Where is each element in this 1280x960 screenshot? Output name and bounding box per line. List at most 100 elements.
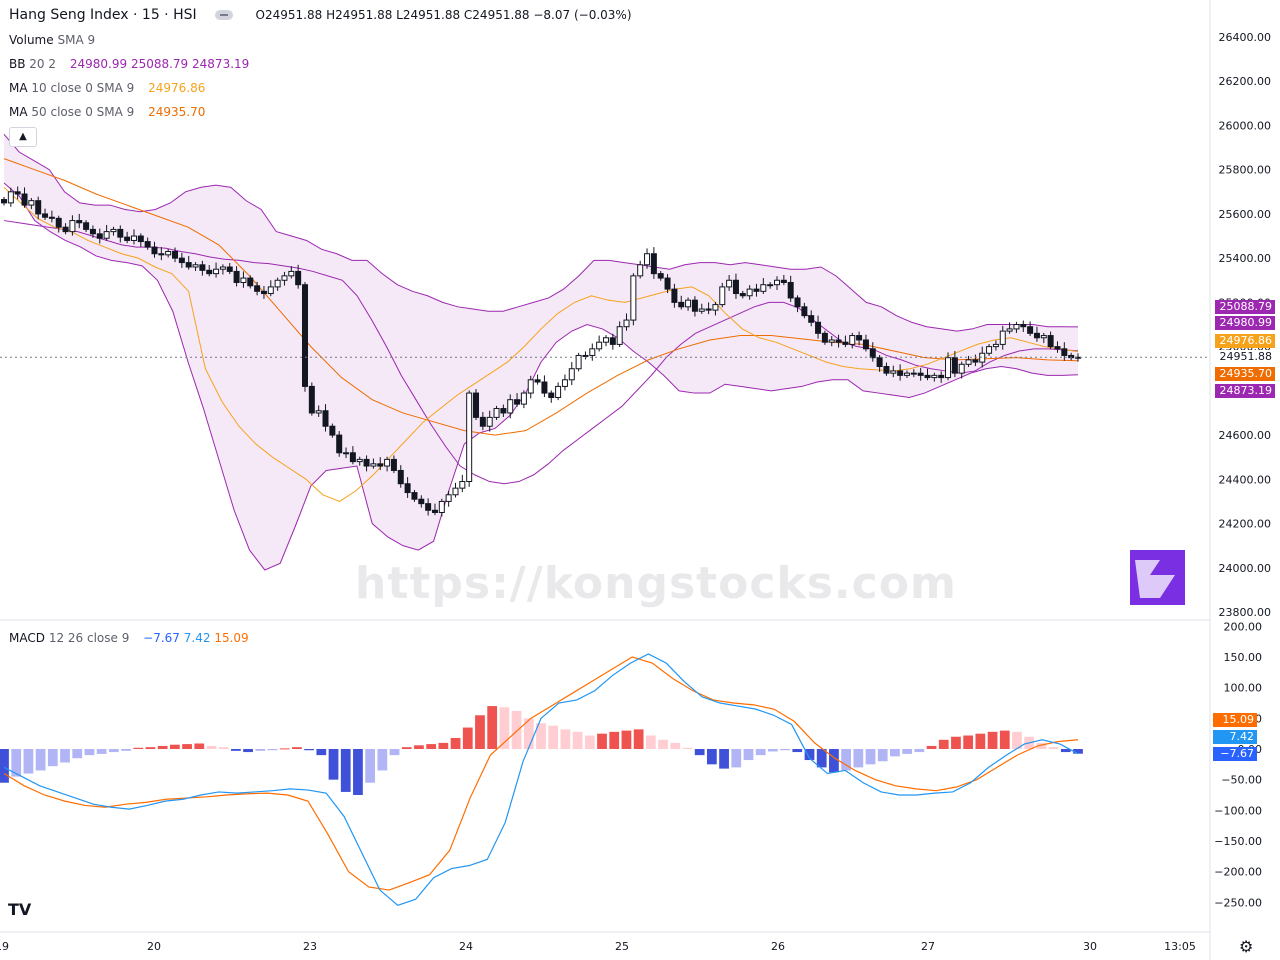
- market-status-icon[interactable]: [215, 10, 234, 20]
- candle-body: [951, 357, 958, 374]
- candle-body: [151, 246, 158, 255]
- candle-body: [965, 359, 972, 365]
- candle-body: [541, 381, 548, 394]
- macd-histogram-bar: [389, 749, 400, 756]
- candle-body: [575, 354, 582, 370]
- candle-body: [945, 357, 952, 379]
- time-tick-label: 20: [147, 940, 161, 953]
- macd-histogram-bar: [633, 729, 644, 749]
- candle-body: [76, 220, 83, 224]
- macd-histogram-bar: [841, 749, 851, 771]
- macd-histogram-bar: [23, 749, 34, 774]
- bb-band-fill: [4, 134, 1078, 570]
- macd-histogram-bar: [816, 749, 827, 768]
- macd-histogram-bar: [35, 749, 46, 771]
- macd-histogram-bar: [890, 749, 900, 757]
- candle-body: [137, 235, 144, 243]
- candle-body: [869, 348, 876, 359]
- tradingview-logo[interactable]: TV: [8, 900, 32, 919]
- candle-body: [507, 399, 514, 414]
- legend-ma10[interactable]: MA 10 close 0 SMA 9 24976.86: [9, 81, 206, 95]
- macd-histogram-bar: [511, 710, 522, 749]
- candle-body: [657, 273, 664, 279]
- macd-histogram-bar: [768, 749, 778, 752]
- macd-histogram-bar: [243, 749, 253, 753]
- macd-histogram-bar: [780, 749, 790, 751]
- macd-histogram-bar: [475, 715, 485, 749]
- macd-histogram-bar: [401, 747, 412, 749]
- candle-body: [178, 257, 185, 264]
- macd-histogram-bar: [1060, 749, 1071, 753]
- symbol-title[interactable]: Hang Seng Index · 15 · HSI: [9, 7, 197, 23]
- price-tick-label: 24000.00: [1219, 562, 1272, 575]
- candle-body: [62, 226, 69, 233]
- ohlc-values: O24951.88 H24951.88 L24951.88 C24951.88 …: [255, 8, 632, 22]
- candle-body: [240, 277, 247, 283]
- candle-body: [753, 288, 760, 292]
- candle-body: [1020, 324, 1027, 328]
- candle-body: [48, 216, 55, 219]
- candle-body: [69, 220, 76, 233]
- candle-body: [1040, 335, 1047, 339]
- candle-body: [589, 348, 596, 356]
- candle-body: [35, 200, 42, 215]
- candle-body: [370, 463, 377, 467]
- macd-tick-label: −250.00: [1214, 896, 1262, 909]
- macd-histogram-bar: [72, 749, 83, 759]
- price-tick-label: 25400.00: [1219, 252, 1272, 265]
- candle-body: [322, 410, 329, 427]
- legend-bb[interactable]: BB 20 2 24980.99 25088.79 24873.19: [9, 57, 250, 71]
- candle-body: [192, 264, 199, 268]
- candle-body: [260, 290, 267, 295]
- candle-body: [233, 270, 240, 283]
- candle-body: [903, 372, 910, 376]
- legend-volume[interactable]: Volume SMA 9: [9, 33, 96, 47]
- candle-body: [726, 279, 733, 288]
- macd-histogram-bar: [548, 725, 559, 749]
- macd-histogram-bar: [340, 749, 351, 792]
- macd-histogram-bar: [621, 730, 632, 749]
- macd-histogram-bar: [975, 733, 986, 749]
- macd-histogram-bar: [829, 749, 839, 773]
- macd-histogram-bar: [414, 745, 424, 749]
- candle-body: [712, 304, 719, 311]
- legend-ma50[interactable]: MA 50 close 0 SMA 9 24935.70: [9, 105, 206, 119]
- legend-macd[interactable]: MACD 12 26 close 9 −7.67 7.42 15.09: [9, 631, 249, 645]
- time-tick-label: 19: [0, 940, 9, 953]
- collapse-legend-button[interactable]: ▲: [9, 127, 37, 147]
- macd-tick-label: −150.00: [1214, 835, 1262, 848]
- candle-body: [623, 319, 630, 328]
- candle-body: [979, 352, 986, 363]
- macd-histogram-bar: [743, 749, 754, 761]
- candle-body: [849, 335, 856, 345]
- candle-body: [1, 199, 7, 204]
- candle-body: [473, 392, 480, 418]
- candle-body: [520, 392, 527, 405]
- candle-body: [213, 268, 220, 275]
- macd-histogram-bar: [597, 733, 607, 749]
- price-tag: 24951.88: [1215, 350, 1275, 364]
- candle-body: [96, 233, 103, 239]
- macd-histogram-bar: [523, 718, 534, 749]
- candle-body: [609, 337, 616, 345]
- macd-histogram-bar: [292, 747, 302, 749]
- macd-tick-label: 200.00: [1224, 620, 1263, 633]
- candle-body: [397, 469, 404, 485]
- macd-histogram-bar: [438, 742, 449, 749]
- candle-body: [664, 277, 671, 290]
- macd-histogram-bar: [255, 749, 266, 751]
- candle-body: [924, 374, 931, 379]
- time-tick-label: 27: [921, 940, 935, 953]
- price-tick-label: 26400.00: [1219, 31, 1272, 44]
- macd-histogram-bar: [584, 735, 595, 749]
- candle-body: [774, 279, 781, 286]
- macd-histogram-bar: [231, 749, 241, 751]
- candle-body: [986, 346, 993, 354]
- candle-body: [103, 231, 110, 239]
- gear-icon[interactable]: ⚙: [1239, 937, 1254, 956]
- price-tag: 24935.70: [1215, 367, 1275, 381]
- candle-body: [486, 416, 493, 427]
- candle-body: [780, 279, 787, 283]
